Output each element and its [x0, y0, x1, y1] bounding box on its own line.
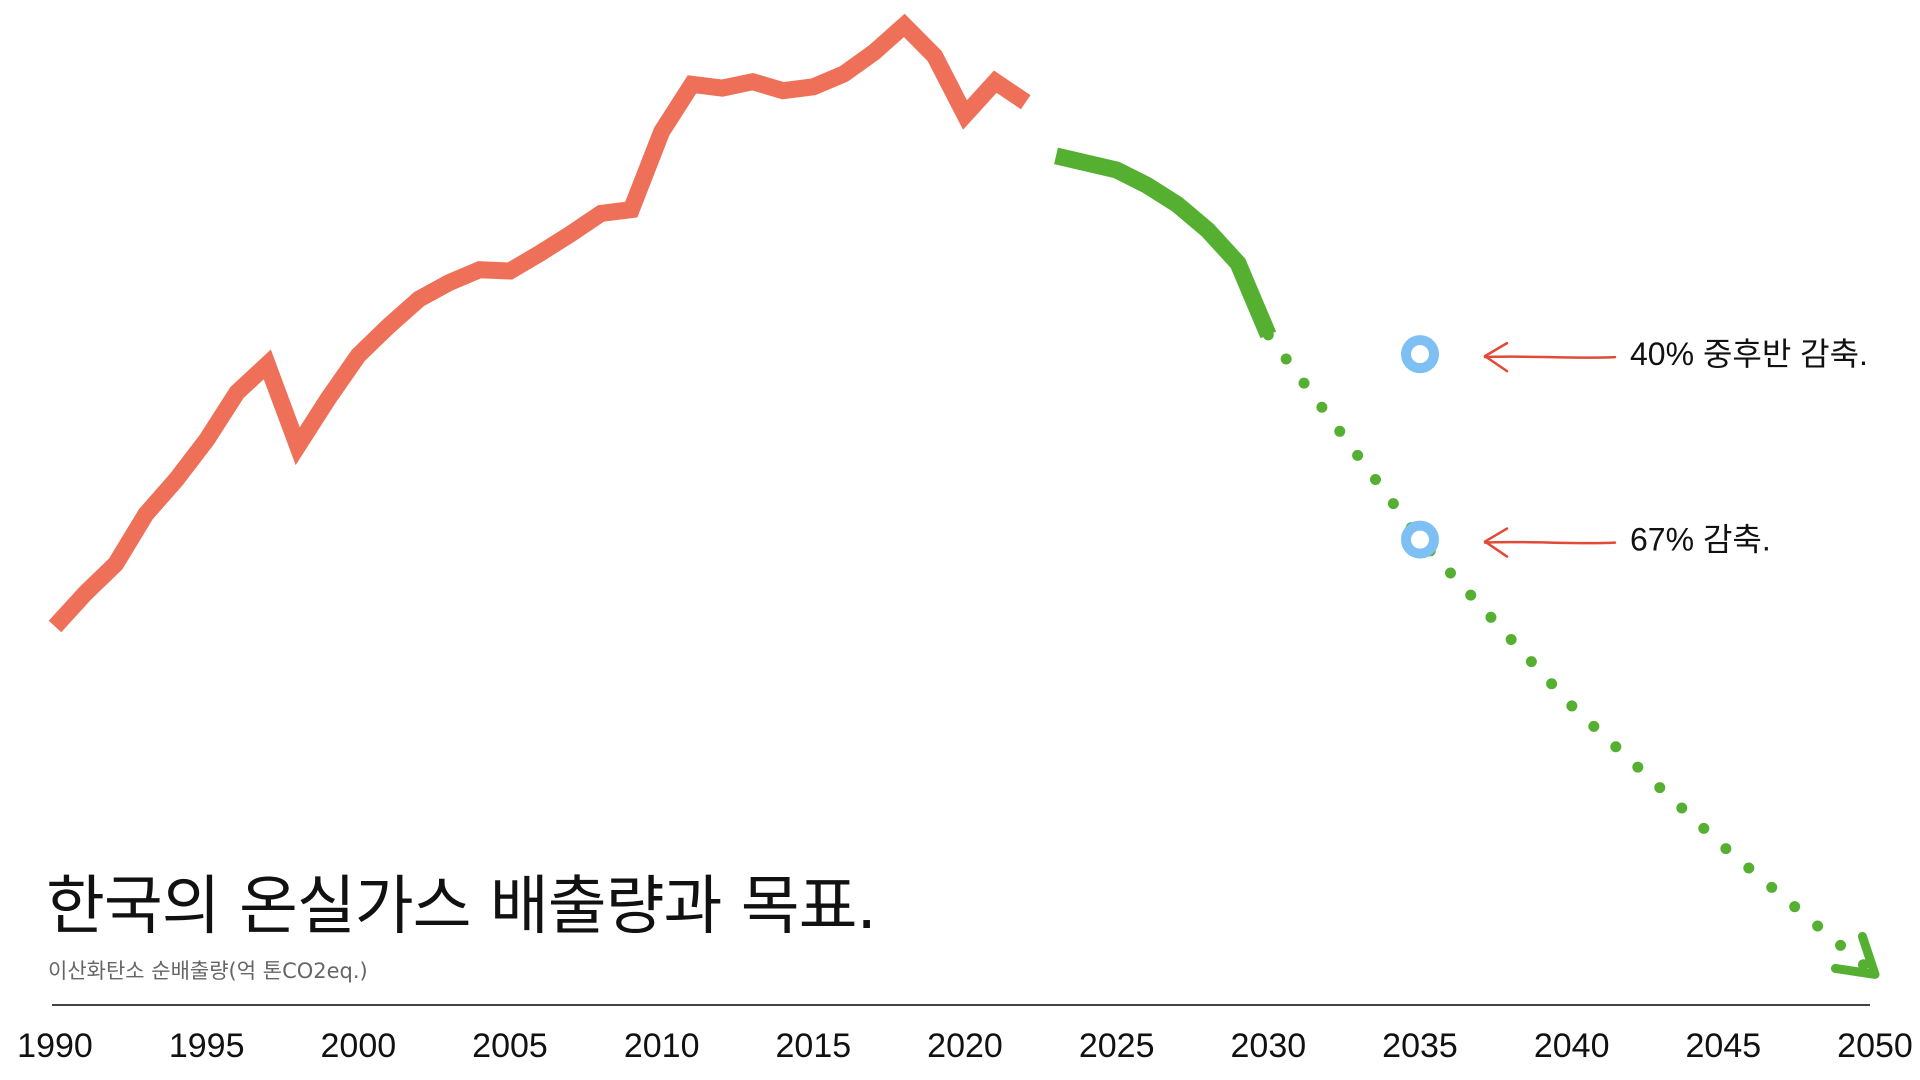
x-tick-label: 1995: [169, 1027, 245, 1065]
annotation-arrowhead: [1483, 527, 1509, 558]
target-markers: 40% 중후반 감축. 67% 감축.: [1401, 335, 1868, 559]
x-tick-label: 2000: [321, 1027, 397, 1065]
x-tick-label: 2035: [1382, 1027, 1458, 1065]
annotation-arrow-shaft: [1483, 540, 1617, 545]
annotation-arrow-shaft: [1483, 355, 1617, 359]
planned-reduction-line: [1054, 147, 1277, 339]
target-label: 67% 감축.: [1630, 522, 1771, 558]
x-tick-label: 2045: [1686, 1027, 1762, 1065]
x-tick-label: 2050: [1837, 1027, 1913, 1065]
chart-title: 한국의 온실가스 배출량과 목표.: [46, 870, 877, 944]
x-tick-label: 2005: [472, 1027, 548, 1065]
historical-emissions-line: [48, 13, 1031, 633]
x-tick-label: 2030: [1231, 1027, 1307, 1065]
x-tick-label: 2020: [927, 1027, 1003, 1065]
target-marker: [1401, 520, 1439, 559]
x-tick-label: 2040: [1534, 1027, 1610, 1065]
chart-subtitle: 이산화탄소 순배출량(억 톤CO2eq.): [48, 959, 368, 983]
projection-line: [1262, 329, 1881, 980]
x-axis-ticks: 1990 1995 2000 2005 2010 2015 2020 2025 2030 2035…: [17, 1027, 1913, 1065]
x-tick-label: 1990: [17, 1027, 93, 1065]
projection-arrowhead: [1830, 931, 1880, 979]
target-label: 40% 중후반 감축.: [1630, 336, 1868, 372]
x-tick-label: 2010: [624, 1027, 700, 1065]
x-tick-label: 2015: [776, 1027, 852, 1065]
x-tick-label: 2025: [1079, 1027, 1155, 1065]
series-layer: [48, 13, 1881, 980]
annotation-arrowhead: [1483, 341, 1509, 373]
target-marker: [1401, 335, 1439, 374]
